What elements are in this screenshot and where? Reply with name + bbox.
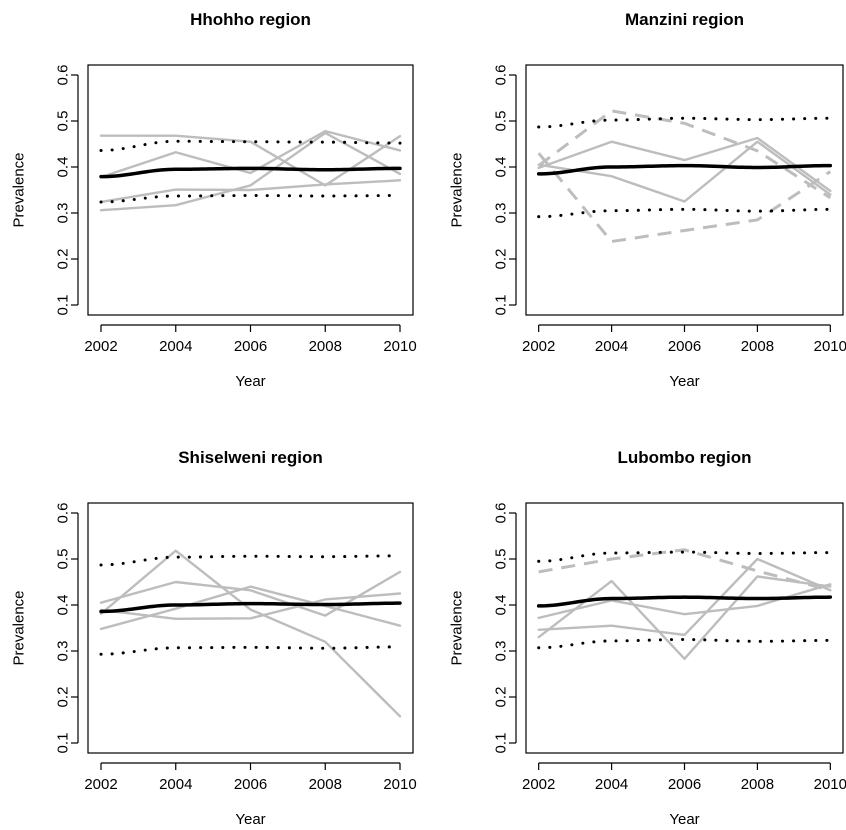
plot-frame [87,64,414,316]
x-tick-label: 2010 [814,338,846,355]
x-tick-label: 2006 [234,776,267,793]
x-tick-label: 2004 [159,776,192,793]
series-line-dotted-black [537,638,832,650]
series-line-grey [99,131,402,212]
x-tick-label: 2008 [741,776,774,793]
series-line-grey-dashed [538,548,831,592]
series-line-grey [99,179,402,204]
y-tick-label: 0.2 [493,687,510,708]
x-tick-label: 2004 [595,776,628,793]
y-axis-label: Prevalence [11,590,28,665]
y-tick-label: 0.1 [493,295,510,316]
series-line-thick-black [536,595,833,608]
series-line-grey [99,592,402,620]
panel-title: Shiselweni region [178,448,323,467]
x-tick-label: 2006 [668,338,701,355]
series-line-dotted-black [537,207,832,219]
plot-frame [87,502,414,754]
series-line-grey [537,575,832,661]
y-tick-label: 0.1 [55,733,72,754]
y-axis-label: Prevalence [11,152,28,227]
y-tick-label: 0.5 [493,111,510,132]
y-axis-label: Prevalence [449,152,466,227]
x-tick-label: 2002 [522,338,555,355]
x-tick-label: 2010 [383,776,416,793]
x-tick-label: 2008 [741,338,774,355]
x-tick-label: 2004 [595,338,628,355]
panel-0: Hhohho region 2002 2004 2006 2008 2010 Year 0.1… [11,10,417,390]
series-line-dotted-black [537,116,832,129]
x-axis-label: Year [235,811,265,828]
series-line-dotted-black [99,645,402,656]
plot-frame [525,502,844,754]
series-line-grey [537,140,832,203]
series-line-grey-dashed [537,109,832,200]
y-axis-label: Prevalence [449,590,466,665]
y-tick-label: 0.6 [55,503,72,524]
x-tick-label: 2004 [159,338,192,355]
y-tick-label: 0.2 [493,249,510,270]
panel-title: Lubombo region [617,448,751,467]
y-tick-label: 0.5 [55,549,72,570]
panel-2: Shiselweni region 2002 2004 2006 2008 2010 Yea… [11,448,417,828]
series-line-dotted-black [99,554,402,567]
series-line-thick-black [99,601,402,614]
series-line-grey [537,557,832,637]
y-tick-label: 0.2 [55,249,72,270]
y-tick-label: 0.5 [55,111,72,132]
x-tick-label: 2006 [234,338,267,355]
x-tick-label: 2002 [84,338,117,355]
y-tick-label: 0.4 [493,157,510,178]
series-line-grey [99,570,402,617]
y-tick-label: 0.1 [55,295,72,316]
x-tick-label: 2002 [84,776,117,793]
y-tick-label: 0.4 [55,595,72,616]
y-tick-label: 0.3 [493,203,510,224]
y-tick-label: 0.6 [493,503,510,524]
panel-1: Manzini region 2002 2004 2006 2008 2010 Year 0.… [449,10,846,390]
panel-title: Hhohho region [190,10,311,29]
y-tick-label: 0.4 [493,595,510,616]
x-tick-label: 2002 [522,776,555,793]
x-axis-label: Year [669,373,699,390]
series-line-dotted-black [99,194,402,204]
plot-frame [525,64,844,316]
series-line-thick-black [536,163,833,176]
y-tick-label: 0.3 [55,641,72,662]
series-line-grey [99,549,402,718]
y-tick-label: 0.3 [493,641,510,662]
y-tick-label: 0.3 [55,203,72,224]
x-axis-label: Year [235,373,265,390]
x-tick-label: 2008 [309,338,342,355]
series-line-dotted-black [537,550,832,563]
series-line-grey [99,129,402,179]
panel-title: Manzini region [625,10,744,29]
y-tick-label: 0.6 [55,65,72,86]
y-tick-label: 0.6 [493,65,510,86]
x-tick-label: 2006 [668,776,701,793]
y-tick-label: 0.1 [493,733,510,754]
y-tick-label: 0.4 [55,157,72,178]
x-tick-label: 2010 [814,776,846,793]
x-axis-label: Year [669,811,699,828]
x-tick-label: 2010 [383,338,416,355]
y-tick-label: 0.2 [55,687,72,708]
panel-3: Lubombo region 2002 2004 2006 2008 2010 Year 0.… [449,448,846,828]
series-line-thick-black [99,166,402,179]
y-tick-label: 0.5 [493,549,510,570]
series-line-grey [537,136,832,193]
series-line-grey-dashed [537,152,832,244]
x-tick-label: 2008 [309,776,342,793]
